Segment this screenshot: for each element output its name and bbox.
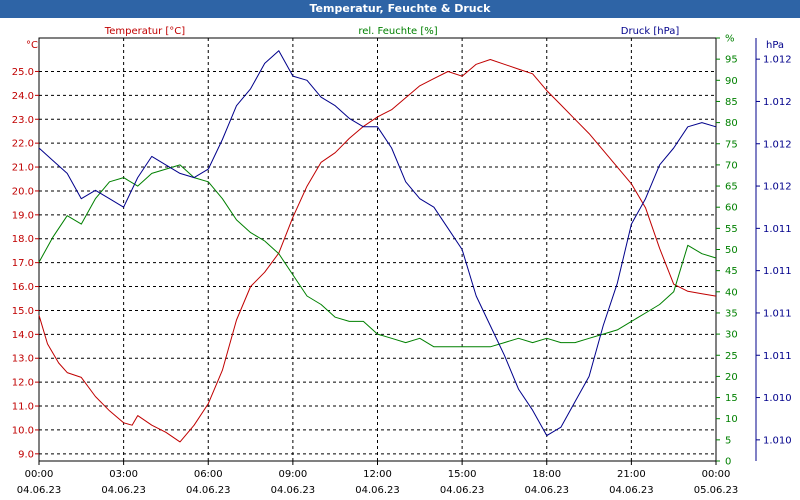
pressure-tick-label: 1.011 <box>763 308 792 319</box>
humidity-tick-label: 5 <box>725 435 731 446</box>
temperature-tick-label: 9.0 <box>18 449 34 460</box>
pressure-tick-label: 1.012 <box>763 55 792 66</box>
humidity-tick-label: 10 <box>725 414 738 425</box>
time-tick-label: 00:00 <box>702 469 731 480</box>
date-tick-label: 04.06.23 <box>17 485 62 496</box>
pressure-tick-label: 1.010 <box>763 393 792 404</box>
humidity-tick-label: 70 <box>725 160 738 171</box>
humidity-tick-label: 20 <box>725 372 738 383</box>
date-tick-label: 04.06.23 <box>524 485 569 496</box>
pressure-tick-label: 1.011 <box>763 224 792 235</box>
time-tick-label: 15:00 <box>448 469 477 480</box>
pressure-axis: 1.010 1.010 1.011 1.011 1.011 1.011 1.012 1.012… <box>755 38 792 461</box>
temperature-unit-label: °C <box>26 40 38 51</box>
humidity-series-line <box>38 164 717 348</box>
humidity-tick-label: 80 <box>725 118 738 129</box>
date-tick-label: 04.06.23 <box>609 485 654 496</box>
pressure-series-title: Druck [hPa] <box>621 26 680 37</box>
temperature-tick-label: 25.0 <box>12 67 34 78</box>
temperature-tick-label: 21.0 <box>12 163 34 174</box>
date-tick-label: 04.06.23 <box>355 485 400 496</box>
time-tick-label: 06:00 <box>194 469 223 480</box>
date-tick-label: 04.06.23 <box>440 485 485 496</box>
series-layer <box>38 50 717 443</box>
humidity-tick-label: 0 <box>725 457 731 468</box>
date-tick-label: 04.06.23 <box>271 485 316 496</box>
date-tick-label: 04.06.23 <box>101 485 146 496</box>
temperature-tick-label: 18.0 <box>12 234 34 245</box>
temperature-tick-label: 12.0 <box>12 378 34 389</box>
pressure-tick-label: 1.012 <box>763 139 792 150</box>
humidity-tick-label: 25 <box>725 351 738 362</box>
humidity-tick-label: 40 <box>725 287 738 298</box>
temperature-axis: 9.0 10.0 11.0 12.0 13.0 14.0 15.0 16.0 17.0 18.0 1… <box>12 67 39 460</box>
time-tick-label: 21:00 <box>617 469 646 480</box>
time-tick-label: 03:00 <box>109 469 138 480</box>
pressure-tick-label: 1.011 <box>763 351 792 362</box>
temperature-tick-label: 22.0 <box>12 139 34 150</box>
temperature-series-title: Temperatur [°C] <box>104 26 185 37</box>
temperature-tick-label: 14.0 <box>12 330 34 341</box>
temperature-tick-label: 11.0 <box>12 402 34 413</box>
temperature-tick-label: 15.0 <box>12 306 34 317</box>
pressure-tick-label: 1.012 <box>763 97 792 108</box>
humidity-tick-label: 15 <box>725 393 738 404</box>
time-tick-label: 12:00 <box>363 469 392 480</box>
pressure-series-line <box>38 50 717 437</box>
temperature-tick-label: 10.0 <box>12 425 34 436</box>
temperature-tick-label: 16.0 <box>12 282 34 293</box>
pressure-tick-label: 1.012 <box>763 182 792 193</box>
pressure-tick-label: 1.010 <box>763 435 792 446</box>
humidity-tick-label: 85 <box>725 97 738 108</box>
humidity-tick-label: 50 <box>725 245 738 256</box>
pressure-tick-label: 1.011 <box>763 266 792 277</box>
time-tick-label: 00:00 <box>25 469 54 480</box>
humidity-tick-label: 35 <box>725 308 738 319</box>
date-tick-label: 05.06.23 <box>694 485 739 496</box>
time-axis: 00:00 04.06.23 03:00 04.06.23 06:00 04.06.23 0… <box>17 461 739 496</box>
temperature-tick-label: 24.0 <box>12 91 34 102</box>
temperature-tick-label: 20.0 <box>12 186 34 197</box>
time-tick-label: 09:00 <box>278 469 307 480</box>
humidity-tick-label: 95 <box>725 55 738 66</box>
temperature-tick-label: 23.0 <box>12 115 34 126</box>
window-title: Temperatur, Feuchte & Druck <box>0 0 800 18</box>
date-tick-label: 04.06.23 <box>186 485 231 496</box>
humidity-tick-label: 30 <box>725 330 738 341</box>
humidity-tick-label: % <box>725 34 735 45</box>
humidity-tick-label: 90 <box>725 76 738 87</box>
humidity-tick-label: 65 <box>725 182 738 193</box>
temperature-tick-label: 17.0 <box>12 258 34 269</box>
humidity-tick-label: 60 <box>725 203 738 214</box>
pressure-unit-label: hPa <box>766 40 784 51</box>
humidity-series-title: rel. Feuchte [%] <box>358 26 437 37</box>
humidity-tick-label: 75 <box>725 139 738 150</box>
humidity-tick-label: 55 <box>725 224 738 235</box>
humidity-tick-label: 45 <box>725 266 738 277</box>
humidity-axis: 0 5 10 15 20 25 30 35 40 45 50 55 60 65 70 75 80 85 90 95% <box>716 34 738 468</box>
temperature-tick-label: 19.0 <box>12 210 34 221</box>
time-tick-label: 18:00 <box>532 469 561 480</box>
temperature-tick-label: 13.0 <box>12 354 34 365</box>
